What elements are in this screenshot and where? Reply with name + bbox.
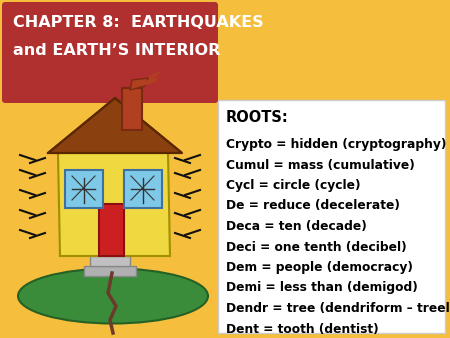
Text: ROOTS:: ROOTS:	[226, 110, 289, 125]
Text: Deca = ten (decade): Deca = ten (decade)	[226, 220, 367, 233]
Text: Dem = people (democracy): Dem = people (democracy)	[226, 261, 413, 274]
FancyBboxPatch shape	[84, 266, 136, 276]
Text: Deci = one tenth (decibel): Deci = one tenth (decibel)	[226, 241, 407, 254]
FancyBboxPatch shape	[99, 204, 124, 256]
FancyBboxPatch shape	[2, 2, 218, 103]
FancyBboxPatch shape	[124, 170, 162, 208]
FancyBboxPatch shape	[65, 170, 103, 208]
Polygon shape	[130, 78, 148, 90]
FancyBboxPatch shape	[218, 100, 445, 333]
FancyBboxPatch shape	[122, 88, 142, 130]
Text: De = reduce (decelerate): De = reduce (decelerate)	[226, 199, 400, 213]
Text: Dent = tooth (dentist): Dent = tooth (dentist)	[226, 322, 378, 336]
Text: Cumul = mass (cumulative): Cumul = mass (cumulative)	[226, 159, 415, 171]
Polygon shape	[58, 153, 170, 256]
Text: Dendr = tree (dendriform – treelike): Dendr = tree (dendriform – treelike)	[226, 302, 450, 315]
Text: CHAPTER 8:  EARTHQUAKES: CHAPTER 8: EARTHQUAKES	[13, 15, 264, 30]
FancyBboxPatch shape	[90, 256, 130, 266]
Ellipse shape	[18, 268, 208, 323]
Polygon shape	[48, 98, 182, 153]
Text: Crypto = hidden (cryptography): Crypto = hidden (cryptography)	[226, 138, 446, 151]
Text: Cycl = circle (cycle): Cycl = circle (cycle)	[226, 179, 360, 192]
Text: Demi = less than (demigod): Demi = less than (demigod)	[226, 282, 418, 294]
Text: and EARTH’S INTERIOR: and EARTH’S INTERIOR	[13, 43, 220, 58]
